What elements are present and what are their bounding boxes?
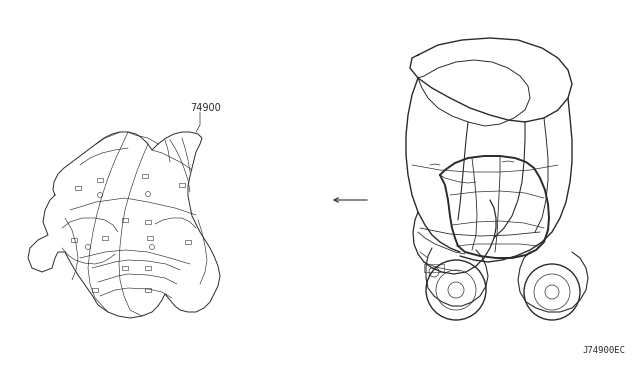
Bar — [75, 186, 81, 190]
Bar — [122, 266, 128, 270]
Bar — [179, 183, 185, 187]
Bar — [97, 178, 103, 182]
Bar — [185, 240, 191, 244]
Bar — [142, 174, 148, 178]
Bar — [122, 218, 128, 222]
Bar — [71, 238, 77, 242]
Bar — [145, 220, 151, 224]
Bar — [147, 236, 153, 240]
Text: J74900EC: J74900EC — [582, 346, 625, 355]
Bar — [92, 288, 98, 292]
Bar — [145, 288, 151, 292]
Bar — [145, 266, 151, 270]
Text: 74900: 74900 — [190, 103, 221, 113]
Bar — [102, 236, 108, 240]
Bar — [424, 264, 444, 272]
